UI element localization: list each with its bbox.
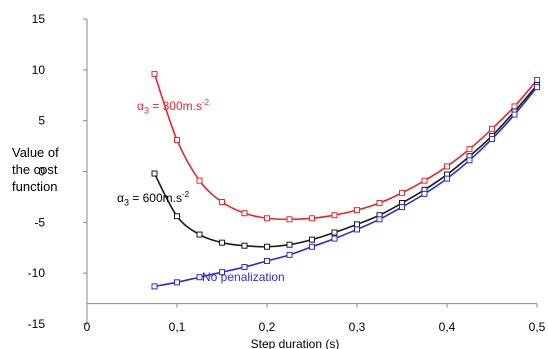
y-tick-label: 15 xyxy=(32,12,46,26)
data-point-marker xyxy=(444,163,450,170)
data-point-marker xyxy=(331,235,338,242)
x-tick-label: 0 xyxy=(84,320,91,334)
data-point-marker xyxy=(151,283,158,290)
data-point-marker xyxy=(399,204,405,211)
data-point-marker xyxy=(264,257,270,264)
data-point-marker xyxy=(399,189,405,196)
annotation-alpha-symbol: α xyxy=(137,99,144,113)
data-point-marker xyxy=(534,77,540,83)
series-0 xyxy=(151,70,540,223)
data-point-marker xyxy=(286,251,293,258)
data-point-marker xyxy=(534,84,540,91)
annotation-subscript: 3 xyxy=(123,197,129,208)
y-tick-label: 0 xyxy=(38,165,45,179)
annotation-text: = 600m.s xyxy=(128,191,182,205)
annotation-no-penalization: No penalization xyxy=(202,270,285,284)
data-point-marker xyxy=(241,210,248,217)
data-point-marker xyxy=(511,103,518,110)
x-axis-title: Step duration (s) xyxy=(251,337,340,349)
annotation-superscript: -2 xyxy=(181,190,190,199)
x-tick-label: 0,1 xyxy=(169,320,186,334)
data-point-marker xyxy=(264,215,270,222)
series-layer xyxy=(151,70,540,290)
data-point-marker xyxy=(466,157,473,164)
data-point-marker xyxy=(354,207,360,214)
annotation-superscript: -2 xyxy=(201,98,210,107)
series-1 xyxy=(151,82,540,250)
data-point-marker xyxy=(196,177,203,184)
x-tick-label: 0,5 xyxy=(529,320,546,334)
y-tick-label: 10 xyxy=(32,63,46,77)
y-axis-label-line-3: function xyxy=(12,179,58,194)
data-point-marker xyxy=(331,229,338,236)
data-point-marker xyxy=(421,190,428,197)
data-point-marker xyxy=(331,212,338,219)
data-point-marker xyxy=(151,170,158,177)
data-point-marker xyxy=(241,242,248,249)
data-point-marker xyxy=(309,236,315,243)
data-point-marker xyxy=(286,241,293,248)
data-point-marker xyxy=(489,125,495,132)
x-tick-label: 0,2 xyxy=(259,320,276,334)
axes: 15 10 5 0 -5 -10 -15 0 0,1 0,2 0,3 0,4 0,5 Step durat… xyxy=(28,12,546,349)
data-point-marker xyxy=(376,216,383,223)
data-point-marker xyxy=(196,274,203,281)
data-point-marker xyxy=(286,216,293,223)
data-point-marker xyxy=(219,239,225,246)
y-tick-label: -5 xyxy=(34,215,45,229)
annotation-alpha-symbol: α xyxy=(117,191,124,205)
annotation-alpha-300: α3 = 300m.s-2 xyxy=(137,98,209,115)
annotation-alpha-600: α3 = 600m.s-2 xyxy=(117,190,189,207)
annotation-subscript: 3 xyxy=(143,105,149,116)
data-point-marker xyxy=(421,177,428,184)
data-point-marker xyxy=(151,70,158,77)
series-line xyxy=(154,86,538,288)
y-axis-label: Value of the cost function xyxy=(12,144,59,195)
data-point-marker xyxy=(241,264,248,271)
x-tick-label: 0,3 xyxy=(349,320,366,334)
data-point-marker xyxy=(489,135,495,142)
data-point-marker xyxy=(264,243,270,250)
data-point-marker xyxy=(354,226,360,233)
data-point-marker xyxy=(219,199,225,205)
x-tick-label: 0,4 xyxy=(439,320,456,334)
data-point-marker xyxy=(466,146,473,153)
data-point-marker xyxy=(174,213,180,220)
annotation-text: No penalization xyxy=(202,270,285,284)
annotation-text: = 300m.s xyxy=(148,99,202,113)
data-point-marker xyxy=(174,279,180,286)
data-point-marker xyxy=(444,175,450,182)
y-tick-label: -15 xyxy=(28,317,46,331)
data-point-marker xyxy=(219,269,225,276)
data-point-marker xyxy=(196,231,203,238)
series-line xyxy=(153,84,538,248)
y-tick-label: 5 xyxy=(38,114,45,128)
y-axis-label-line-1: Value of xyxy=(12,145,59,160)
data-point-marker xyxy=(174,136,180,143)
data-point-marker xyxy=(309,243,315,250)
data-point-marker xyxy=(376,200,383,207)
data-point-marker xyxy=(354,221,360,228)
y-tick-label: -10 xyxy=(28,266,46,280)
y-axis-label-line-2: the cost xyxy=(12,162,58,177)
series-2 xyxy=(151,84,540,290)
data-point-marker xyxy=(511,111,518,118)
data-point-marker xyxy=(309,215,315,222)
